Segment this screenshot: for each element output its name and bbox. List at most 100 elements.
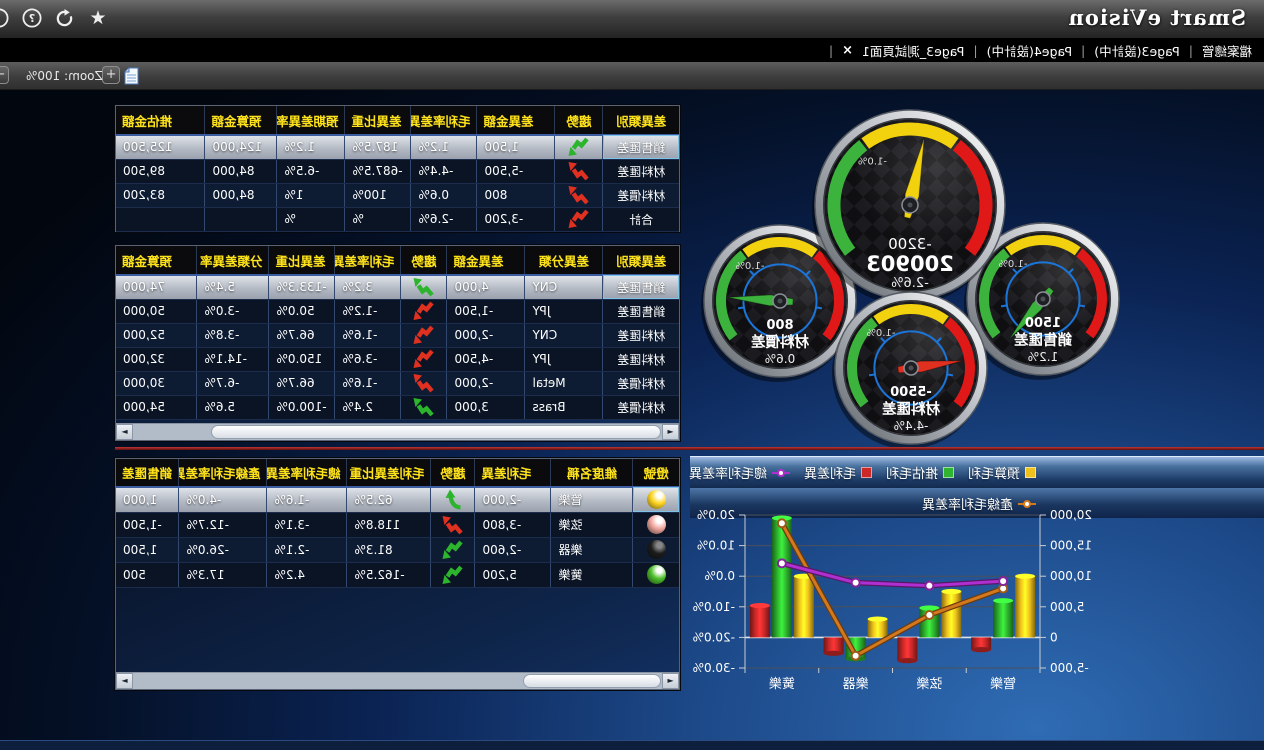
column-header[interactable]: 推估金額 (116, 106, 205, 135)
table-row[interactable]: 管樂 -2,000 62.5% -1.6% -4.0% 1,000 (116, 487, 679, 512)
trend-down-green-icon (442, 565, 463, 584)
column-header[interactable]: 毛利率差異 (411, 106, 477, 135)
trend-up-red-icon (413, 374, 434, 393)
table-row[interactable]: 銷售匯差 JPY -1,500 -1.2% 50.0% -3.0% 50,000 (116, 299, 679, 323)
column-header[interactable]: 趨勢 (401, 246, 447, 275)
table-cell: -3.1% (267, 512, 347, 537)
scrollbar-thumb[interactable] (211, 425, 661, 439)
table-cell: 84,000 (205, 183, 277, 207)
column-header[interactable]: 毛利差異 (475, 459, 551, 487)
column-header[interactable]: 差異金額 (477, 106, 555, 135)
circle-icon[interactable] (0, 7, 10, 29)
table-cell: -3.8% (197, 323, 269, 347)
zoom-in-button[interactable]: + (102, 66, 120, 84)
scroll-left-arrow[interactable]: ◄ (662, 424, 679, 440)
legend-item: 總毛利率差異 (689, 463, 790, 482)
table-cell: -1.6% (267, 487, 347, 512)
tab-4[interactable]: Page3_測試頁面1 (861, 43, 965, 59)
dimension-table: 燈號 維度名稱 毛利差異 趨勢 毛利差異比重 總毛利率差異 產線毛利率差異 銷售匯差 管樂 -2,… (116, 459, 679, 588)
table-cell: 187.5% (345, 135, 411, 159)
table-row[interactable]: 簧樂 5,200 -162.5% 4.2% 17.3% 500 (116, 562, 679, 587)
table-cell: -3,200 (477, 207, 555, 231)
table-cell: % (277, 207, 345, 231)
tab-close-icon[interactable]: × (842, 42, 853, 58)
table-row[interactable]: 合計 -3,200 -2.6%%% (116, 207, 679, 231)
gauge-value: 1500 (1025, 316, 1061, 331)
zoom-out-button[interactable]: − (0, 66, 9, 84)
column-header[interactable]: 燈號 (633, 459, 679, 487)
column-header[interactable]: 預算金額 (116, 246, 197, 275)
table-row[interactable]: 材料匯差 CNY -2,000 -1.6% 66.7% -3.8% 52,000 (116, 323, 679, 347)
variance-summary-table: 差異類別 趨勢 差異金額 毛利率差異 差異比重 預期差異率 預算金額 推估金額 銷售匯差 1,50… (116, 106, 679, 232)
gauge-pct: 0.6% (765, 352, 796, 366)
column-header[interactable]: 銷售匯差 (116, 459, 179, 487)
table-cell: 1.2% (277, 135, 345, 159)
document-icon[interactable] (124, 67, 139, 89)
gauge-value: -3200 (888, 235, 932, 253)
column-header[interactable]: 差異類別 (603, 106, 679, 135)
tab-1[interactable]: 檔案總管 (1201, 43, 1252, 59)
column-header[interactable]: 差異比重 (269, 246, 335, 275)
scrollbar-thumb[interactable] (523, 674, 661, 688)
star-icon[interactable]: ★ (89, 7, 107, 29)
table-row[interactable]: 材料價差 Brass 3,000 2.4% -100.0% 5.6% 54,000 (116, 395, 679, 419)
profit-variance-chart: 20,000 20.0% 15,000 10.0% 10,000 0.0% 5,000 -10… (690, 508, 1264, 710)
tab-3[interactable]: Page4(設計中) (986, 43, 1073, 59)
tab-2[interactable]: Page3(設計中) (1094, 43, 1180, 59)
column-header[interactable]: 維度名稱 (551, 459, 633, 487)
scroll-right-arrow[interactable]: ► (116, 673, 133, 689)
help-icon[interactable]: ? (21, 7, 43, 29)
scroll-left-arrow[interactable]: ◄ (662, 673, 679, 689)
dimension-table-panel: 燈號 維度名稱 毛利差異 趨勢 毛利差異比重 總毛利率差異 產線毛利率差異 銷售匯差 管樂 -2,… (115, 458, 680, 690)
column-header[interactable]: 分類差異率 (197, 246, 269, 275)
table-row[interactable]: 材料匯差 JPY -4,500 -3.6% 150.0% -14.1% 32,000 (116, 347, 679, 371)
table-cell: 5.4% (197, 275, 269, 299)
column-header[interactable]: 預算金額 (205, 106, 277, 135)
table-cell: 100% (345, 183, 411, 207)
table-row[interactable]: 銷售匯差 1,500 1.2% 187.5% 1.2% 124,000 125,500 (116, 135, 679, 159)
svg-text:-5,000: -5,000 (1050, 661, 1089, 675)
chart-legend-band-1: 預算毛利 推估毛利 毛利差異 總毛利率差異 (689, 456, 1264, 488)
table-row[interactable]: 材料價差 Metal -2,000 -1.6% 66.7% -6.7% 30,000 (116, 371, 679, 395)
table-row[interactable]: 材料匯差 -5,500 -4.4% -687.5% -6.5% 84,000 89,500 (116, 159, 679, 183)
status-light-yellow (646, 490, 666, 510)
table-cell: -2.6% (411, 207, 477, 231)
table-cell (633, 537, 679, 562)
column-header[interactable]: 差異類別 (603, 246, 679, 275)
gauge-scale-label: -1.0% (858, 157, 887, 168)
trend-down-green-icon (568, 137, 589, 157)
column-header[interactable]: 毛利差異比重 (347, 459, 431, 487)
column-header[interactable]: 預期差異率 (277, 106, 345, 135)
horizontal-scrollbar[interactable]: ◄ ► (116, 423, 679, 440)
column-header[interactable]: 總毛利率差異 (267, 459, 347, 487)
column-header[interactable]: 趨勢 (555, 106, 603, 135)
table-cell: 3,000 (447, 395, 525, 419)
variance-summary-table-panel: 差異類別 趨勢 差異金額 毛利率差異 差異比重 預期差異率 預算金額 推估金額 銷售匯差 1,50… (115, 105, 680, 232)
column-header[interactable]: 毛利率差異 (335, 246, 401, 275)
table-cell: CNY (525, 275, 603, 299)
section-divider-line (115, 447, 1264, 450)
column-header[interactable]: 趨勢 (431, 459, 475, 487)
horizontal-scrollbar[interactable]: ◄ ► (116, 672, 679, 689)
table-cell (401, 275, 447, 299)
column-header[interactable]: 差異金額 (447, 246, 525, 275)
refresh-icon[interactable] (54, 7, 76, 29)
table-cell: -1,500 (116, 512, 179, 537)
svg-text:10.0%: 10.0% (697, 539, 735, 553)
table-row[interactable]: 材料價差 800 0.6% 100% 1% 84,000 83,200 (116, 183, 679, 207)
column-header[interactable]: 差異比重 (345, 106, 411, 135)
gauge-pct: 1.2% (1028, 350, 1059, 364)
table-row[interactable]: 銷售匯差 CNY 4,000 3.2% -133.3% 5.4% 74,000 (116, 275, 679, 299)
dashboard-canvas: -1.0% 1500 銷售匯差 1.2% -1.0% 800 材料價差 0.6% -1.0%… (0, 90, 1264, 740)
table-cell (116, 207, 205, 231)
gauge-period: 200903 (866, 252, 954, 276)
column-header[interactable]: 差異分類 (525, 246, 603, 275)
table-row[interactable]: 樂器 -2,600 81.3% -2.1% -26.0% 1,500 (116, 537, 679, 562)
table-cell: -4.0% (179, 487, 267, 512)
table-cell (401, 299, 447, 323)
scroll-right-arrow[interactable]: ► (116, 424, 133, 440)
column-header[interactable]: 產線毛利率差異 (179, 459, 267, 487)
table-row[interactable]: 弦樂 -3,800 118.8% -3.1% -12.7% -1,500 (116, 512, 679, 537)
